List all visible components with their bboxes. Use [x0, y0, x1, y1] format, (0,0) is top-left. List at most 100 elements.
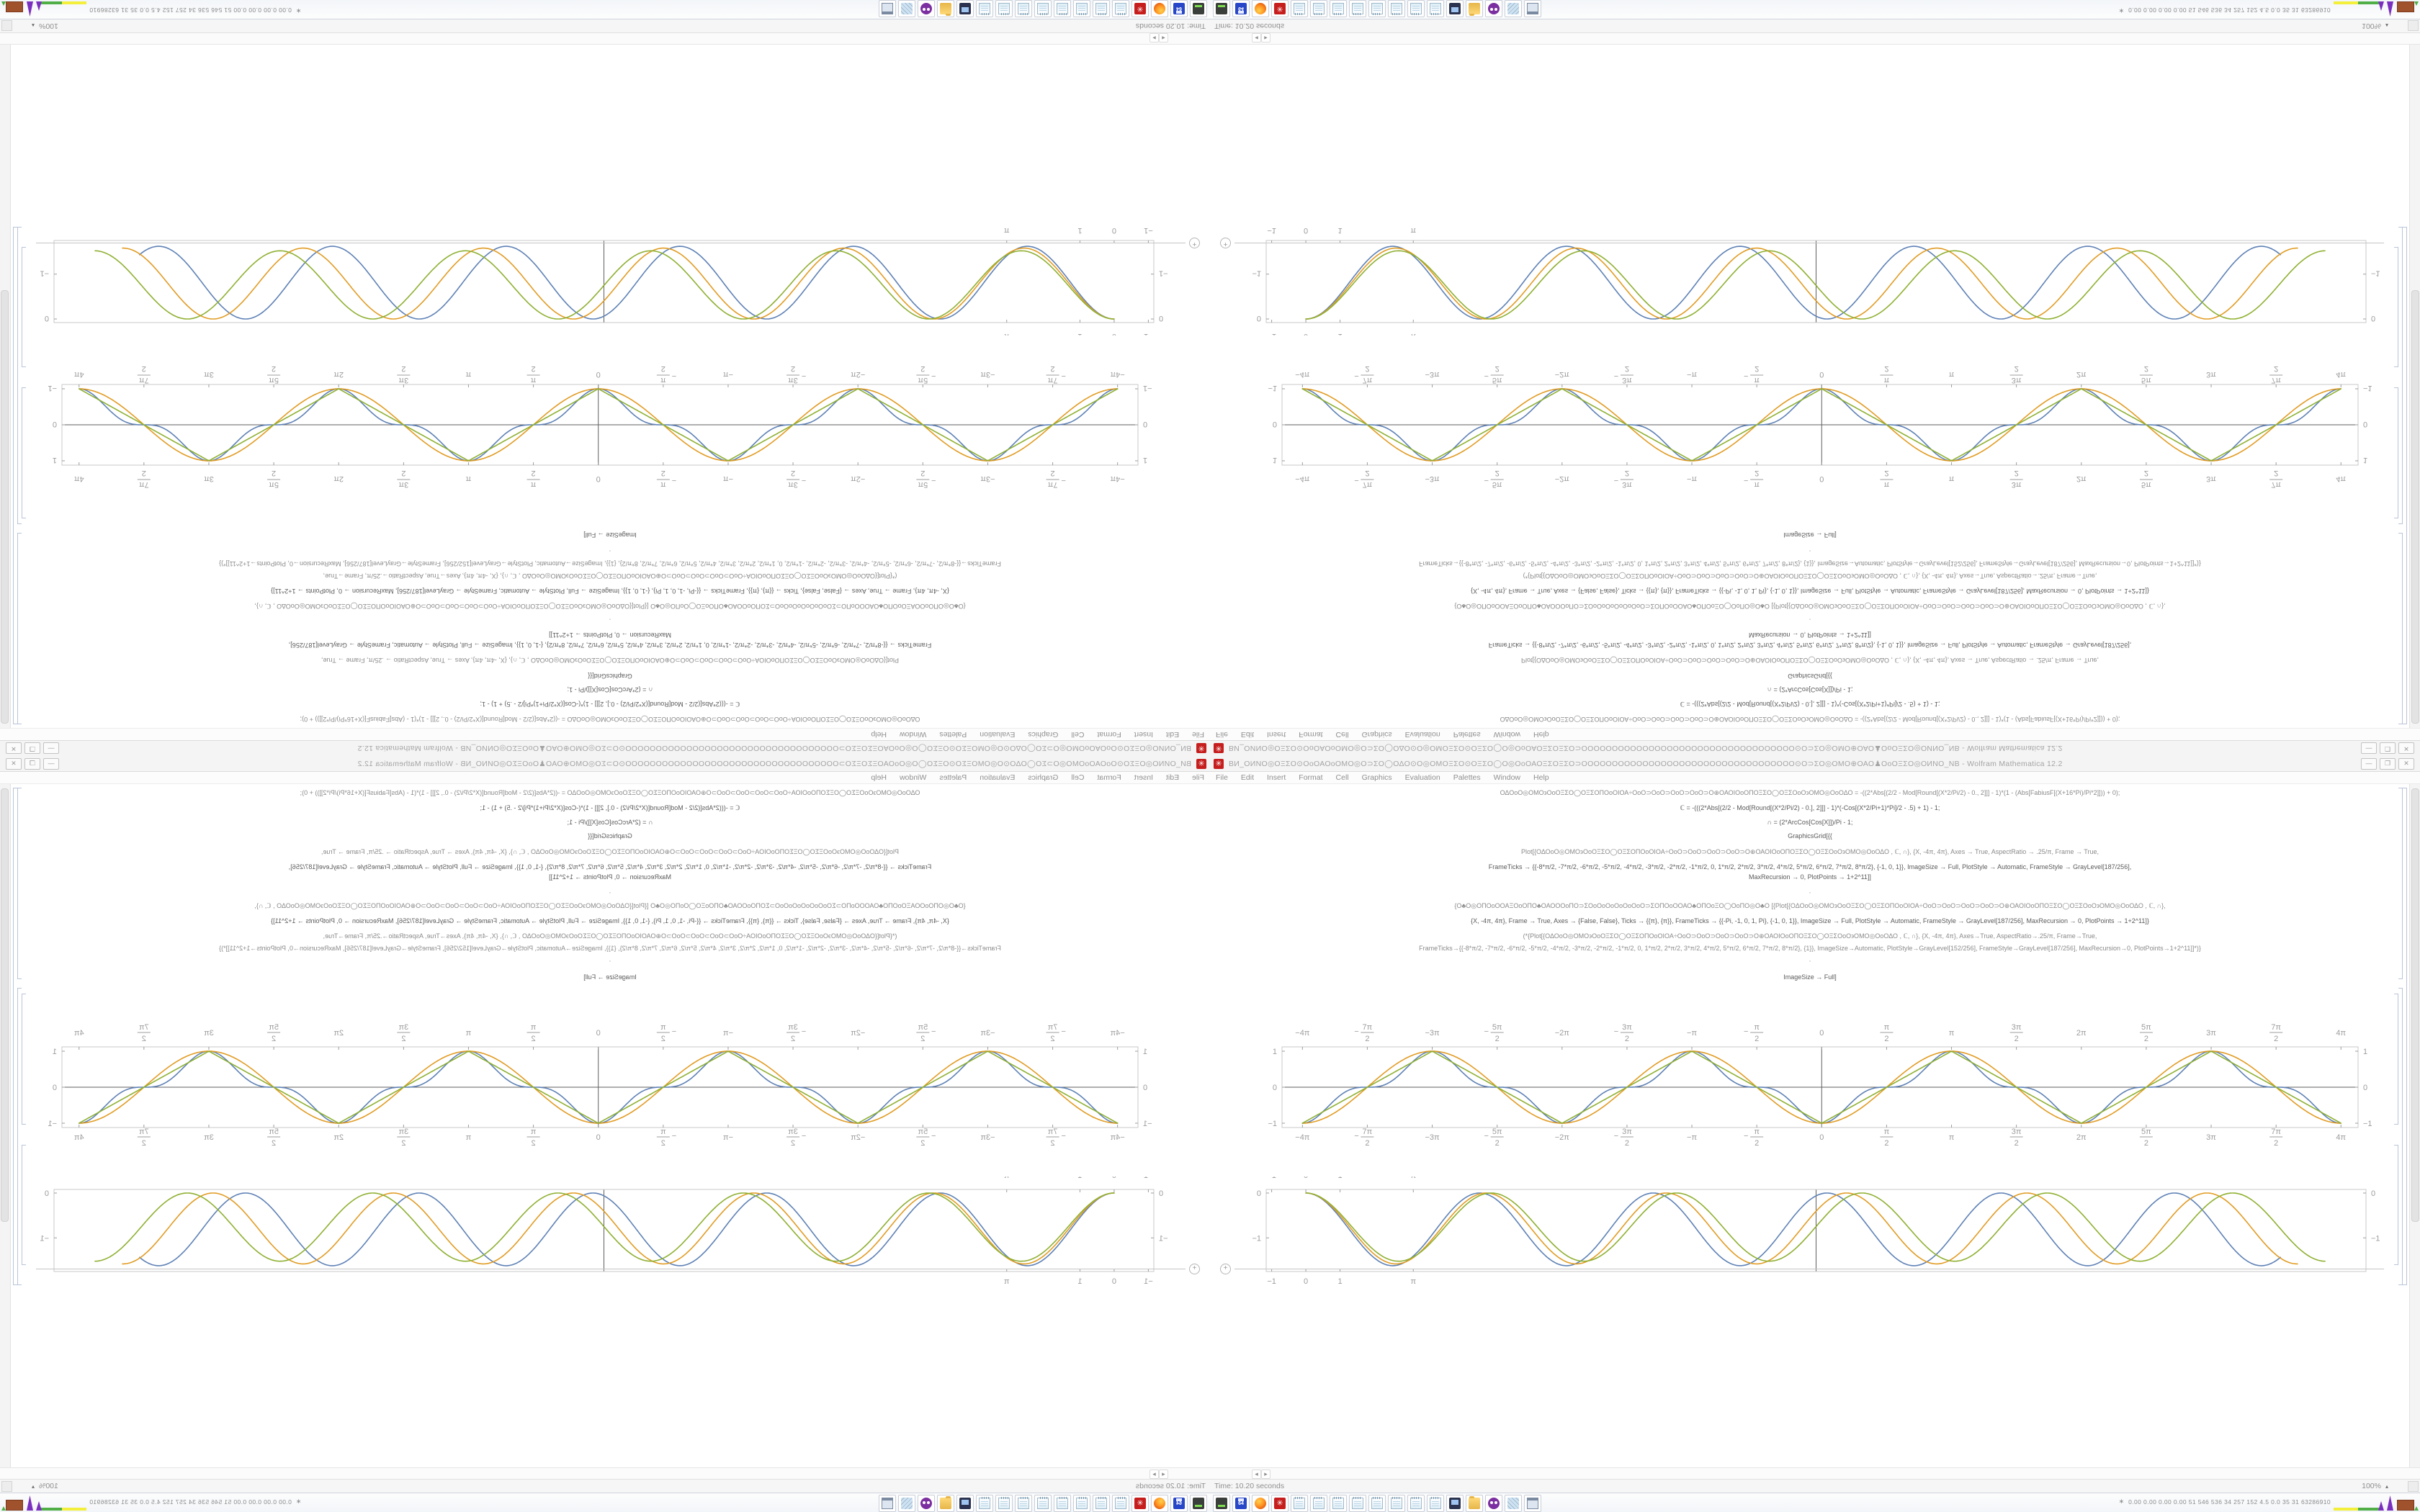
taskbar-button-notepad[interactable]	[1349, 1495, 1366, 1512]
menu-item-edit[interactable]: Edit	[1165, 773, 1180, 782]
vertical-scrollbar[interactable]	[0, 45, 11, 728]
code-line[interactable]: GraphicsGrid[{{	[588, 672, 632, 680]
taskbar-button-notepad[interactable]	[1330, 1495, 1347, 1512]
notebook-area[interactable]: −4π −4π 7π 2−7π 2− −3π −3π 5π 2−5π 2− −2π −2π 3π 2−3π…	[1210, 784, 2410, 1467]
code-line[interactable]: {Ο♣Ο◎ΟΠΟοΟΟΑΞΟοΟΠΟ♣ΟΑΟΟΟοΠΟ⊃ΣΟοΟοΟοΟοΟοΟ…	[1454, 603, 2166, 610]
title-bar[interactable]: ✳ ΒИ_ΟИΝΟ◎ΟΞΣΟ⊙ΟοΟΑΟοΟΜΟ◎Ο⊃ΣΟ◯ΟΔΟ⊙Ο◎ΟΜΟΞ…	[1210, 756, 2420, 772]
taskbar-button-monitor[interactable]	[956, 0, 974, 17]
code-line[interactable]: {X, -4π, 4π}, Frame → True, Axes → {Fals…	[1471, 917, 2149, 924]
code-line[interactable]: FrameTicks→{{-8*π/2, -7*π/2, -6*π/2, -5*…	[1419, 945, 2201, 952]
cell-bracket-plot-b[interactable]	[22, 1145, 26, 1265]
taskbar-button-folder[interactable]	[937, 1495, 954, 1512]
taskbar-button-notepad[interactable]	[1427, 1495, 1444, 1512]
plot-dips[interactable]: −1 −1 0 0 1 1 π π 0 0 −1 −1	[14, 1176, 1196, 1331]
title-bar[interactable]: ✳ ΒИ_ΟИΝΟ◎ΟΞΣΟ⊙ΟοΟΑΟοΟΜΟ◎Ο⊃ΣΟ◯ΟΔΟ⊙Ο◎ΟΜΟΞ…	[1210, 740, 2420, 756]
code-line[interactable]: Plot[{ΟΔΟοΟ◎ΟΜΟ϶ΟοΟΞΣΟ◯ΟΞΣΟΠΟοΟΙΟΑ÷ΟοΟ⊃Ο…	[321, 848, 899, 855]
taskbar-button-owl[interactable]	[1485, 0, 1502, 17]
code-line[interactable]: MaxRecursion → 0, PlotPoints → 1+2^11]]	[549, 873, 671, 881]
code-line[interactable]: ∩ = (2*ArcCos[Cos[X]])/Pi - 1;	[1767, 686, 1853, 693]
plot-framed-pi-ticks[interactable]: −4π−4π7π2−7π2−−3π−3π5π2−5π2−−2π−2π3π2−3π…	[1253, 1019, 2377, 1173]
taskbar-button-floppy64[interactable]: 64	[1232, 0, 1250, 17]
vertical-scrollbar-thumb[interactable]	[1, 290, 9, 724]
code-line[interactable]: ImageSize → Full]	[1783, 973, 1837, 981]
taskbar-button-notepad[interactable]	[1388, 1495, 1405, 1512]
taskbar-button-floppy64[interactable]: 64	[1232, 1495, 1250, 1512]
menu-item-insert[interactable]: Insert	[1134, 773, 1153, 782]
code-line[interactable]: FrameTicks→{{-8*π/2, -7*π/2, -6*π/2, -5*…	[219, 560, 1001, 567]
zoom-control[interactable]: 100% ▴	[32, 22, 58, 30]
notebook-area[interactable]: −4π −4π 7π 2−7π 2− −3π −3π 5π 2−5π 2− −2π −2π 3π 2−3π…	[10, 784, 1210, 1467]
plot-framed-pi-ticks[interactable]: −4π−4π7π2−7π2−−3π−3π5π2−5π2−−2π−2π3π2−3π…	[43, 339, 1167, 493]
scroll-left-button[interactable]: ◂	[1159, 1470, 1168, 1479]
horizontal-scrollbar[interactable]: ◂ ▸	[1210, 1467, 2420, 1480]
vertical-scrollbar-thumb[interactable]	[1, 788, 9, 1222]
minimize-button[interactable]: —	[2361, 757, 2377, 770]
zoom-control[interactable]: 100% ▴	[2362, 1482, 2388, 1490]
taskbar-button-notepad[interactable]	[1054, 1495, 1071, 1512]
taskbar-button-notepad[interactable]	[1407, 1495, 1425, 1512]
taskbar-button-notepad[interactable]	[1112, 0, 1129, 17]
menu-item-file[interactable]: File	[1216, 730, 1228, 739]
code-line[interactable]: '	[1809, 960, 1811, 966]
code-line[interactable]: ,	[1809, 888, 1811, 894]
cell-bracket-output-group[interactable]	[2398, 227, 2403, 524]
taskbar-button-notepad[interactable]	[976, 1495, 993, 1512]
menu-item-palettes[interactable]: Palettes	[939, 730, 967, 739]
title-bar[interactable]: ✳ ΒИ_ΟИΝΟ◎ΟΞΣΟ⊙ΟοΟΑΟοΟΜΟ◎Ο⊃ΣΟ◯ΟΔΟ⊙Ο◎ΟΜΟΞ…	[0, 740, 1210, 756]
cell-bracket-plot-a[interactable]	[2394, 994, 2398, 1125]
horizontal-scrollbar[interactable]: ◂ ▸	[1210, 32, 2420, 45]
menu-item-file[interactable]: File	[1192, 730, 1204, 739]
restore-button[interactable]: ❐	[24, 757, 40, 770]
menu-item-window[interactable]: Window	[1493, 773, 1521, 782]
menu-item-format[interactable]: Format	[1299, 730, 1323, 739]
code-line[interactable]: ,	[609, 618, 611, 624]
code-line[interactable]: '	[609, 546, 611, 552]
taskbar-button-owl[interactable]	[918, 1495, 935, 1512]
menu-item-graphics[interactable]: Graphics	[1361, 730, 1392, 739]
taskbar-button-window[interactable]	[879, 1495, 896, 1512]
code-line[interactable]: ΟΔΟοΟ◎ΟΜΟ϶ΟοΟΞΣΟ◯ΟΞΣΟΠΟοΟΙΟΑ÷ΟοΟ⊃ΟοΟ⊃ΟοΟ…	[300, 789, 920, 796]
taskbar-button-notepad[interactable]	[1388, 0, 1405, 17]
code-line[interactable]: MaxRecursion → 0, PlotPoints → 1+2^11]]	[1749, 873, 1871, 881]
menu-item-evaluation[interactable]: Evaluation	[1404, 773, 1440, 782]
restore-button[interactable]: ❐	[2380, 742, 2396, 755]
taskbar-button-notepad[interactable]	[1093, 0, 1110, 17]
taskbar-button-notepad[interactable]	[1093, 1495, 1110, 1512]
cell-bracket-plot-a[interactable]	[22, 994, 26, 1125]
plot-dips[interactable]: −1 −1 0 0 1 1 π π 0 0 −1 −1	[1224, 181, 2406, 336]
taskbar-button-window[interactable]	[879, 0, 896, 17]
taskbar-button-notepad[interactable]	[976, 0, 993, 17]
close-button[interactable]: ✕	[2398, 757, 2414, 770]
taskbar-button-firefox[interactable]	[1151, 0, 1168, 17]
close-button[interactable]: ✕	[6, 757, 22, 770]
menu-item-insert[interactable]: Insert	[1134, 730, 1153, 739]
taskbar-button-notepad[interactable]	[995, 0, 1013, 17]
plot-dips[interactable]: −1 −1 0 0 1 1 π π 0 0 −1 −1	[1224, 1176, 2406, 1331]
taskbar-button-folder[interactable]	[1466, 0, 1483, 17]
taskbar-button-notepad[interactable]	[1073, 0, 1090, 17]
code-line[interactable]: MaxRecursion → 0, PlotPoints → 1+2^11]]	[549, 631, 671, 639]
taskbar-button-drive[interactable]	[1213, 1495, 1230, 1512]
taskbar-button-scroll[interactable]	[898, 0, 915, 17]
taskbar-button-notepad[interactable]	[1034, 0, 1052, 17]
scroll-left-button[interactable]: ◂	[1159, 33, 1168, 42]
code-line[interactable]: ΟΔΟοΟ◎ΟΜΟ϶ΟοΟΞΣΟ◯ΟΞΣΟΠΟοΟΙΟΑ÷ΟοΟ⊃ΟοΟ⊃ΟοΟ…	[1500, 789, 2120, 796]
vertical-scrollbar-thumb[interactable]	[2411, 290, 2419, 724]
code-line[interactable]: ImageSize → Full]	[1783, 531, 1837, 539]
code-line[interactable]: (*{Plot[{ΟΔΟοΟ◎ΟΜΟ϶ΟοΟΞΣΟ◯ΟΞΣΟΠΟοΟΙΟΑ÷Οο…	[1523, 572, 2097, 580]
taskbar-button-scroll[interactable]	[898, 1495, 915, 1512]
taskbar-button-owl[interactable]	[1485, 1495, 1502, 1512]
taskbar-button-mma[interactable]: ✳	[1271, 1495, 1289, 1512]
code-line[interactable]: (*{Plot[{ΟΔΟοΟ◎ΟΜΟ϶ΟοΟΞΣΟ◯ΟΞΣΟΠΟοΟΙΟΑ÷Οο…	[1523, 932, 2097, 940]
cell-bracket-output-group[interactable]	[2398, 988, 2403, 1285]
menu-item-edit[interactable]: Edit	[1165, 730, 1180, 739]
plot-framed-pi-ticks[interactable]: −4π−4π7π2−7π2−−3π−3π5π2−5π2−−2π−2π3π2−3π…	[1253, 339, 2377, 493]
menu-item-cell[interactable]: Cell	[1335, 730, 1349, 739]
taskbar-button-notepad[interactable]	[1368, 0, 1386, 17]
taskbar-button-notepad[interactable]	[1310, 1495, 1327, 1512]
cell-bracket-plot-a[interactable]	[22, 387, 26, 518]
zoom-control[interactable]: 100% ▴	[32, 1482, 58, 1490]
menu-item-window[interactable]: Window	[899, 730, 927, 739]
code-line[interactable]: Plot[{ΟΔΟοΟ◎ΟΜΟ϶ΟοΟΞΣΟ◯ΟΞΣΟΠΟοΟΙΟΑ÷ΟοΟ⊃Ο…	[321, 657, 899, 664]
taskbar-button-notepad[interactable]	[1330, 0, 1347, 17]
